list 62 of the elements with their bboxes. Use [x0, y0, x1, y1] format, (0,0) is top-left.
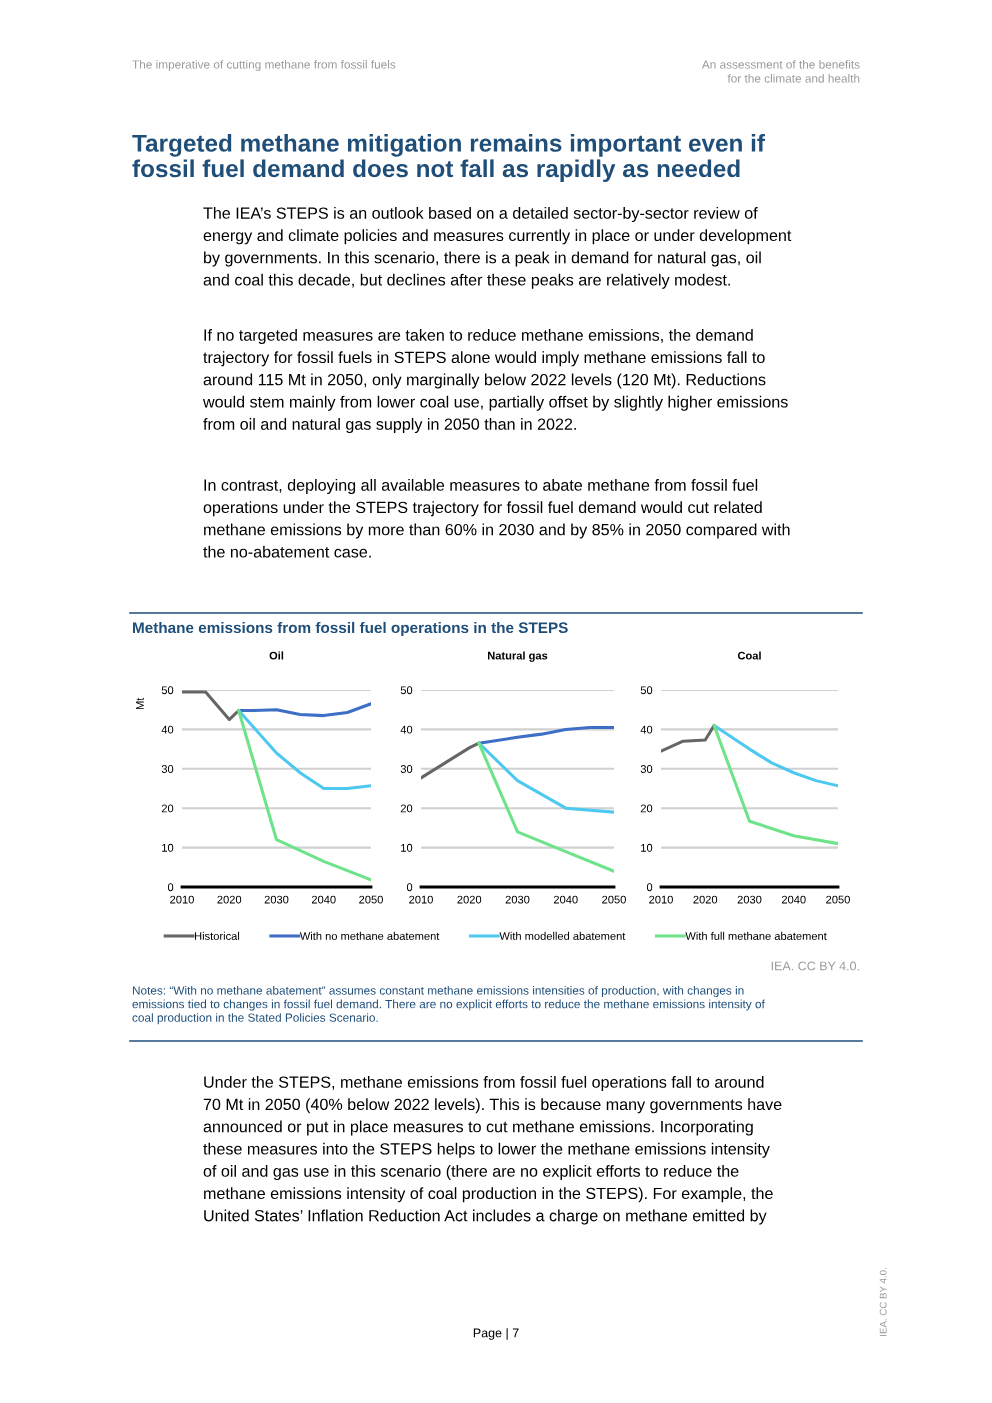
- x-tick-label: 2020: [217, 895, 242, 904]
- x-tick-label: 2020: [457, 895, 482, 904]
- x-tick-label: 2010: [409, 895, 433, 904]
- chart-title: Natural gas: [487, 651, 548, 662]
- line-series: [237, 708, 371, 791]
- text: Notes: “With no methane abatement” assumes constant methane emissions intensities of production, with changes in emissions tied to changes in fossil fuel demand. There are no explicit efforts to reduce the methane emissions intensity of coal production in the Stated Policies Scenario.: [132, 986, 765, 1025]
- chart-title: Oil: [269, 651, 284, 660]
- legend-label: With modelled abatement: [499, 931, 626, 940]
- y-tick-label: 10: [401, 843, 413, 852]
- y-tick-label: 50: [640, 686, 653, 695]
- text: In contrast, deploying all available measures to abate methane from fossil fuel operations under the STEPS trajectory for fossil fuel demand would cut related methane emissions by more than 60% in 2030 and by 85% in 2050 compared with the no-abatement case.: [203, 479, 790, 558]
- line-series: [712, 723, 838, 846]
- x-tick-label: 2010: [649, 895, 673, 904]
- x-tick-label: 2050: [826, 895, 850, 904]
- x-tick-label: 2050: [359, 895, 383, 904]
- y-tick-label: 30: [640, 765, 653, 773]
- text: Targeted methane mitigation remains important even if fossil fuel demand does not fall as rapidly as needed: [132, 134, 766, 183]
- y-tick-label: 10: [641, 843, 653, 852]
- y-tick-label: 40: [161, 725, 174, 734]
- line-series: [237, 702, 371, 718]
- y-tick-label: 20: [400, 804, 413, 813]
- legend-label: With full methane abatement: [685, 931, 827, 940]
- y-tick-label: 10: [162, 843, 174, 852]
- y-axis-title: Mt: [136, 697, 144, 710]
- text: The IEA’s STEPS is an outlook based on a detailed sector-by-sector review of energy and climate policies and measures currently in place or under development by governments. In this scenario, there is a peak in demand for natural gas, oil and coal this decade, but declines after these peaks are relatively modest.: [203, 207, 792, 289]
- x-tick-label: 2050: [602, 895, 626, 904]
- text: The imperative of cutting methane from fossil fuels: [132, 60, 396, 72]
- x-tick-label: 2030: [505, 895, 530, 904]
- line-series: [712, 723, 838, 788]
- y-tick-label: 20: [161, 804, 174, 813]
- line-series: [421, 741, 481, 780]
- x-tick-label: 2040: [781, 895, 806, 904]
- x-tick-label: 2030: [737, 895, 762, 904]
- text: IEA. CC BY 4.0.: [771, 961, 859, 971]
- y-tick-label: 40: [640, 725, 653, 734]
- line-series: [661, 723, 716, 753]
- y-tick-label: 40: [400, 725, 413, 734]
- chart-title: Coal: [737, 651, 761, 660]
- text: An assessment of the benefits for the climate and health: [701, 60, 860, 83]
- text: Page | 7: [473, 1328, 519, 1340]
- y-tick-label: 30: [161, 765, 174, 773]
- y-tick-label: 0: [646, 883, 653, 892]
- y-tick-label: 50: [400, 686, 413, 695]
- x-tick-label: 2020: [693, 895, 718, 904]
- text: IEA. CC BY 4.0.: [879, 1268, 887, 1336]
- legend-label: Historical: [195, 931, 240, 940]
- x-tick-label: 2040: [553, 895, 578, 904]
- y-tick-label: 0: [406, 883, 413, 892]
- x-tick-label: 2030: [264, 895, 289, 904]
- text: If no targeted measures are taken to reduce methane emissions, the demand trajectory for fossil fuels in STEPS alone would imply methane emissions fall to around 115 Mt in 2050, only marginally below 2022 levels (120 Mt). Reductions would stem mainly from lower coal use, partially offset by slightly higher emissions from oil and natural gas supply in 2050 than in 2022.: [202, 329, 788, 434]
- line-series: [237, 708, 371, 882]
- y-tick-label: 30: [400, 765, 413, 773]
- legend-label: With no methane abatement: [299, 931, 440, 940]
- y-tick-label: 0: [167, 883, 174, 892]
- line-series: [477, 725, 614, 745]
- line-series: [477, 741, 614, 873]
- x-tick-label: 2010: [170, 895, 194, 904]
- y-tick-label: 20: [640, 804, 653, 813]
- y-tick-label: 50: [161, 686, 174, 695]
- text: Methane emissions from fossil fuel operations in the STEPS: [133, 621, 568, 637]
- text: Under the STEPS, methane emissions from fossil fuel operations fall to around 70 Mt in 2050 (40% below 2022 levels). This is because many governments have announced or put in place measures to cut methane emissions. Incorporating these measures into the STEPS helps to lower the methane emissions intensity of oil and gas use in this scenario (there are no explicit efforts to reduce the methane emissions intensity of coal production in the STEPS). For example, the United States’ Inflation Reduction Act includes a charge on methane emitted by: [203, 1076, 782, 1225]
- x-tick-label: 2040: [311, 895, 336, 904]
